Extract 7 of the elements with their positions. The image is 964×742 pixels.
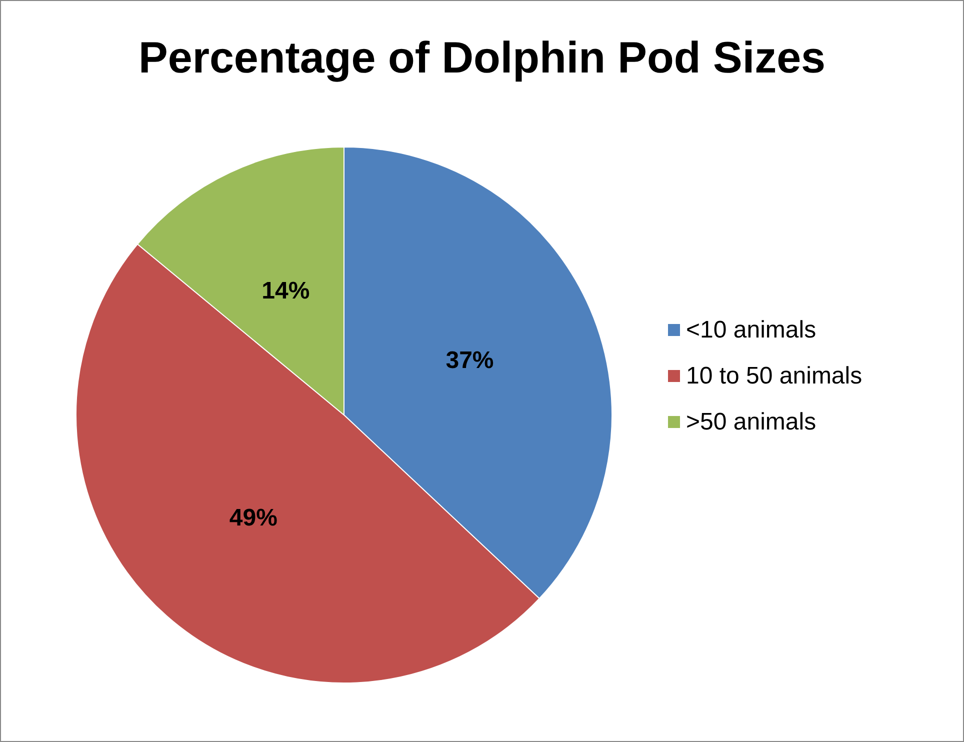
legend-label: 10 to 50 animals bbox=[686, 362, 862, 390]
data-label: 49% bbox=[229, 504, 278, 532]
legend-label: <10 animals bbox=[686, 316, 816, 344]
data-label: 14% bbox=[262, 278, 310, 305]
data-label: 37% bbox=[446, 347, 494, 374]
legend-label: >50 animals bbox=[686, 408, 816, 436]
chart-title: Percentage of Dolphin Pod Sizes bbox=[138, 34, 826, 82]
